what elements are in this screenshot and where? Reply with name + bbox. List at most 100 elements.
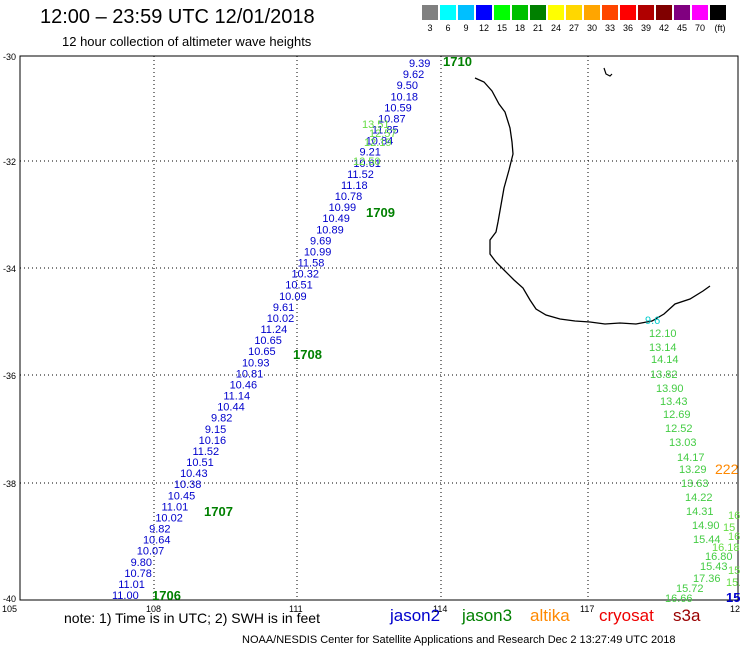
lon-tick-label: 108	[146, 604, 161, 614]
jason3-swh-value: 14.90	[692, 520, 720, 532]
jason2-swh-value: 10.44	[217, 402, 245, 414]
swan-river-inlet	[603, 67, 613, 77]
legend-swatch	[422, 5, 438, 20]
footer-note: note: 1) Time is in UTC; 2) SWH is in fe…	[64, 610, 320, 626]
jason2-swh-value: 11.52	[347, 169, 374, 181]
jason2-swh-value: 10.07	[137, 546, 165, 558]
legend-label: 18	[514, 23, 525, 33]
legend-swatch	[494, 5, 510, 20]
jason2-swh-value: 9.82	[211, 413, 232, 425]
track-time-label: 1707	[204, 504, 233, 519]
track-time-label: 1706	[152, 588, 181, 603]
lat-tick-label: -36	[3, 371, 16, 381]
legend-label: 36	[622, 23, 633, 33]
jason3-swh-value: 12.19	[364, 137, 392, 149]
edge-swh-value: 15.2	[728, 565, 740, 577]
jason2-swh-value: 10.93	[242, 357, 270, 369]
legend-label: 12	[478, 23, 489, 33]
footer-credit: NOAA/NESDIS Center for Satellite Applica…	[242, 634, 676, 646]
jason2-swh-value: 11.52	[192, 446, 219, 458]
jason3-swh-value: 14.31	[686, 506, 714, 518]
jason3-swh-value: 12.50	[353, 156, 381, 168]
jason3-swh-value: 15.43	[700, 561, 728, 573]
legend-label: 3	[427, 23, 433, 33]
legend-swatch	[530, 5, 546, 20]
jason2-swh-value: 10.78	[335, 191, 363, 203]
jason3-swh-value: 12.10	[649, 328, 677, 340]
legend-swatch	[440, 5, 456, 20]
jason2-swh-value: 10.43	[180, 468, 208, 480]
edge-swh-value: 15.75	[726, 577, 740, 589]
jason2-swh-value: 10.02	[155, 512, 183, 524]
chart-subtitle: 12 hour collection of altimeter wave hei…	[62, 34, 312, 49]
satellite-s3a: s3a	[673, 606, 701, 625]
jason2-swh-value: 10.51	[285, 280, 313, 292]
legend-swatch	[602, 5, 618, 20]
jason2-swh-value: 10.46	[230, 379, 258, 391]
jason3-swh-value: 13.03	[669, 437, 697, 449]
legend-label: 39	[640, 23, 651, 33]
legend-swatch	[458, 5, 474, 20]
jason2-swh-value: 11.01	[118, 579, 145, 591]
jason3-swh-value: 13.82	[650, 369, 678, 381]
legend-label: 24	[550, 23, 561, 33]
jason2-swh-value: 11.18	[341, 180, 368, 192]
jason2-swh-value: 10.89	[316, 224, 344, 236]
edge-swh-value: 16.0	[728, 531, 740, 543]
lon-tick-label: 120	[730, 604, 740, 614]
edge-swh-value: 15	[723, 522, 735, 534]
legend-label: 33	[604, 23, 615, 33]
jason2-swh-value: 10.49	[322, 213, 350, 225]
legend-swatch	[620, 5, 636, 20]
lon-tick-label: 114	[433, 604, 447, 614]
jason2-swh-value: 11.24	[261, 324, 288, 336]
jason2-swh-value: 9.82	[149, 524, 170, 536]
legend-swatch	[656, 5, 672, 20]
satellite-jason2: jason2	[390, 606, 441, 625]
jason3-swh-value: 14.17	[677, 452, 705, 464]
jason3-swh-value: 16.80	[705, 551, 733, 563]
jason2-swh-value: 10.87	[378, 113, 406, 125]
jason3-swh-value: 12.69	[663, 409, 691, 421]
jason2-swh-value: 10.59	[384, 102, 412, 114]
legend-swatch	[548, 5, 564, 20]
australia-coastline	[474, 77, 711, 325]
jason2-swh-value: 10.64	[143, 535, 171, 547]
jason2-swh-value: 10.99	[304, 246, 332, 258]
edge-swh-value: 16	[728, 510, 740, 522]
satellite-altika: altika	[530, 606, 570, 625]
legend-unit: (ft)	[714, 23, 726, 33]
satellite-jason3: jason3	[462, 606, 513, 625]
map-frame	[19, 55, 739, 601]
jason2-swh-value: 10.18	[390, 91, 418, 103]
satellite-cryosat: cryosat	[599, 606, 654, 625]
jason2-swh-value: 11.14	[223, 391, 250, 403]
jason3-swh-value: 16.66	[665, 593, 693, 605]
lat-tick-label: -34	[3, 264, 16, 274]
legend-label: 27	[568, 23, 579, 33]
track-time-label: 152	[726, 590, 740, 605]
jason2-swh-value: 10.51	[186, 457, 214, 469]
legend-swatch	[710, 5, 726, 20]
cyan-swh-value: 9.6	[645, 315, 660, 327]
lat-tick-label: -30	[3, 52, 16, 62]
legend-swatch	[566, 5, 582, 20]
lat-tick-label: -38	[3, 479, 16, 489]
legend-label: 42	[658, 23, 669, 33]
jason3-swh-value: 15.44	[693, 534, 721, 546]
legend-label: 21	[532, 23, 543, 33]
jason3-swh-value: 13.90	[656, 383, 684, 395]
jason3-swh-value: 12.52	[665, 423, 693, 435]
jason2-swh-value: 10.38	[174, 479, 202, 491]
jason2-swh-value: 9.69	[310, 235, 331, 247]
jason2-swh-value: 10.78	[124, 568, 152, 580]
jason3-swh-value: 13.14	[649, 342, 677, 354]
jason2-swh-value: 10.81	[236, 368, 264, 380]
jason3-swh-value: 17.36	[693, 573, 721, 585]
jason3-swh-value: 12.57	[369, 128, 397, 140]
legend-swatch	[476, 5, 492, 20]
jason2-swh-value: 11.58	[298, 258, 325, 270]
jason2-swh-value: 10.65	[248, 346, 276, 358]
